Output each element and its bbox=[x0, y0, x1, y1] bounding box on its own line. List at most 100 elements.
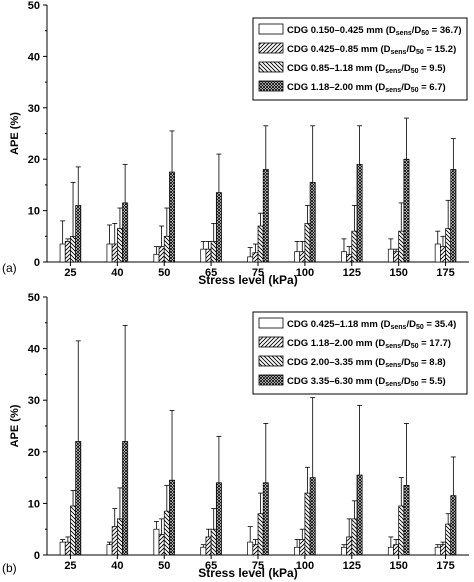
bar bbox=[445, 523, 452, 556]
y-tick-label: 50 bbox=[28, 292, 40, 304]
x-tick-label: 65 bbox=[205, 267, 217, 279]
bar bbox=[116, 228, 123, 263]
bar bbox=[440, 246, 446, 263]
legend-label: CDG 0.150–0.425 mm (Dsens/D50 = 36.7) bbox=[287, 25, 462, 37]
y-tick-label: 40 bbox=[28, 51, 40, 63]
bar bbox=[346, 253, 353, 263]
bar bbox=[398, 230, 405, 263]
legend-label: CDG 3.35–6.30 mm (Dsens/D50 = 5.5) bbox=[287, 376, 446, 388]
bar bbox=[75, 441, 82, 556]
x-tick-label: 175 bbox=[436, 267, 454, 279]
bar bbox=[247, 541, 254, 556]
y-axis-label: APE (%) bbox=[9, 404, 21, 447]
bar bbox=[341, 546, 347, 556]
y-tick-label: 10 bbox=[28, 498, 40, 510]
bar bbox=[403, 484, 410, 556]
bar bbox=[122, 441, 129, 556]
y-tick-label: 0 bbox=[34, 550, 40, 562]
bar bbox=[434, 243, 441, 263]
legend-swatch bbox=[258, 23, 284, 35]
legend-swatch bbox=[258, 374, 284, 386]
bar bbox=[247, 256, 254, 263]
bar bbox=[262, 169, 269, 263]
y-tick-label: 20 bbox=[28, 447, 40, 459]
bar bbox=[70, 235, 76, 263]
bar bbox=[169, 479, 175, 556]
bar bbox=[387, 248, 394, 263]
legend-swatch bbox=[258, 80, 284, 92]
bar bbox=[59, 243, 66, 263]
x-tick-label: 65 bbox=[205, 560, 217, 572]
bar bbox=[294, 546, 301, 556]
legend-label: CDG 2.00–3.35 mm (Dsens/D50 = 8.8) bbox=[287, 357, 446, 369]
bar bbox=[158, 246, 165, 263]
bar bbox=[252, 252, 259, 263]
legend-label: CDG 1.18–2.00 mm (Dsens/D50 = 17.7) bbox=[287, 338, 451, 350]
x-tick-label: 175 bbox=[436, 560, 454, 572]
bar bbox=[351, 518, 358, 556]
y-tick-label: 50 bbox=[28, 0, 40, 12]
bar bbox=[106, 544, 113, 556]
bar bbox=[387, 546, 394, 556]
bar bbox=[163, 235, 170, 263]
bar bbox=[205, 248, 212, 263]
legend-swatch bbox=[258, 355, 284, 367]
y-tick-label: 10 bbox=[28, 206, 40, 218]
bar bbox=[59, 541, 66, 556]
bar bbox=[450, 169, 457, 263]
x-axis-label: Stress level (kPa) bbox=[198, 273, 297, 287]
legend: CDG 0.150–0.425 mm (Dsens/D50 = 36.7) CDG… bbox=[252, 17, 468, 101]
bar bbox=[111, 243, 118, 263]
bar bbox=[106, 243, 113, 263]
legend-label: CDG 0.425–0.85 mm (Dsens/D50 = 15.2) bbox=[287, 44, 456, 56]
bar bbox=[200, 248, 207, 263]
x-tick-label: 150 bbox=[389, 267, 407, 279]
bar bbox=[294, 251, 301, 263]
y-tick-label: 20 bbox=[28, 154, 40, 166]
x-tick-label: 40 bbox=[111, 560, 123, 572]
bar bbox=[309, 181, 316, 263]
bar bbox=[262, 482, 269, 556]
bar bbox=[440, 544, 446, 556]
panel-label: (b) bbox=[2, 561, 17, 575]
legend-box bbox=[252, 17, 468, 101]
bar bbox=[257, 225, 264, 263]
bar bbox=[445, 228, 452, 263]
x-tick-label: 125 bbox=[343, 560, 361, 572]
x-tick-label: 75 bbox=[252, 267, 264, 279]
legend-swatch bbox=[258, 336, 284, 348]
bar bbox=[64, 541, 71, 556]
x-tick-label: 50 bbox=[158, 560, 170, 572]
bar bbox=[205, 536, 212, 556]
bar bbox=[393, 544, 400, 556]
bar bbox=[356, 474, 363, 556]
x-tick-label: 75 bbox=[252, 560, 264, 572]
bar bbox=[434, 546, 441, 556]
bar bbox=[341, 251, 347, 263]
legend-swatch bbox=[258, 42, 284, 54]
x-axis-label: Stress level (kPa) bbox=[198, 566, 297, 580]
x-tick-label: 25 bbox=[64, 560, 76, 572]
y-axis-label: APE (%) bbox=[9, 112, 21, 155]
bar bbox=[403, 158, 410, 263]
bar bbox=[304, 223, 311, 263]
x-tick-label: 125 bbox=[343, 267, 361, 279]
bar bbox=[122, 202, 129, 263]
bar bbox=[210, 241, 217, 263]
y-tick-label: 40 bbox=[28, 344, 40, 356]
bar bbox=[309, 477, 316, 556]
bar bbox=[158, 534, 165, 556]
legend-swatch bbox=[258, 317, 284, 329]
legend-swatch bbox=[258, 61, 284, 73]
bar bbox=[64, 241, 71, 263]
bar bbox=[200, 546, 207, 556]
bar bbox=[257, 513, 264, 556]
bar bbox=[116, 518, 123, 556]
bar bbox=[70, 505, 76, 556]
chart-panel-a: 0 10 20 30 40 50 APE (%) 25 40 50 65 75 100 125 150 175… bbox=[2, 0, 469, 287]
bar bbox=[210, 528, 217, 556]
bar bbox=[299, 539, 306, 556]
x-tick-label: 150 bbox=[389, 560, 407, 572]
bar bbox=[346, 536, 353, 556]
